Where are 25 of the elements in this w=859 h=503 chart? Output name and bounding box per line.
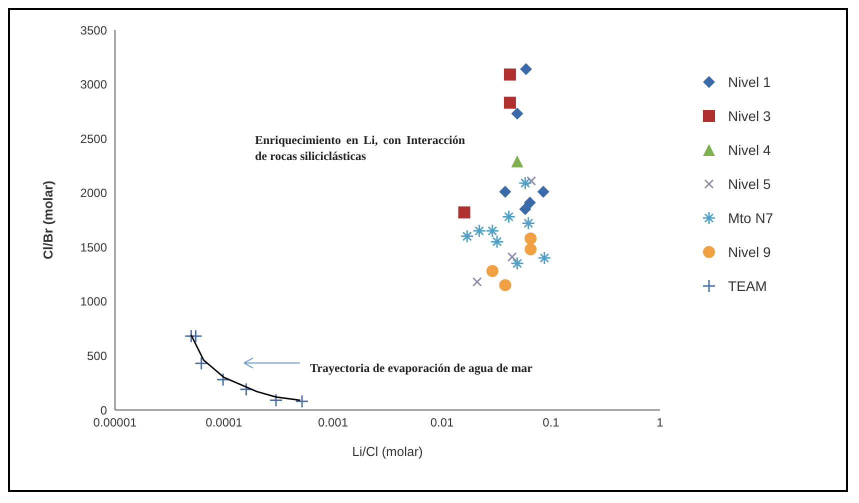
y-tick-label: 3500 [80,23,108,38]
y-tick-label: 2500 [80,132,108,146]
y-tick-label: 500 [86,348,108,363]
legend-label: Nivel 1 [728,74,771,90]
x-tick-label: 0.00001 [93,416,138,430]
x-tick-label: 0.1 [542,416,560,430]
y-tick-label: 1000 [80,294,108,309]
x-tick-label: 0.001 [318,416,348,430]
legend-label: Mto N7 [728,210,774,226]
y-axis-title: Cl/Br (molar) [40,180,56,260]
annotation: Enriquecimiento en Li, con Interacción de rocas siliciclásticas [255,132,465,164]
y-tick-label: 0 [100,403,108,418]
legend-label: Nivel 4 [728,142,771,158]
legend-label: Nivel 3 [728,108,771,124]
legend-label: Nivel 5 [728,176,771,192]
y-tick-label: 2000 [80,186,108,200]
legend-label: TEAM [728,278,767,294]
x-tick-label: 1 [656,416,664,430]
y-tick-label: 1500 [80,240,108,254]
legend-label: Nivel 9 [728,244,771,260]
x-tick-label: 0.01 [430,416,454,430]
annotation: Trayectoria de evaporación de agua de mar [310,360,534,376]
x-tick-label: 0.0001 [206,416,243,430]
x-axis-title: Li/Cl (molar) [352,444,423,459]
y-tick-label: 3000 [80,78,108,92]
